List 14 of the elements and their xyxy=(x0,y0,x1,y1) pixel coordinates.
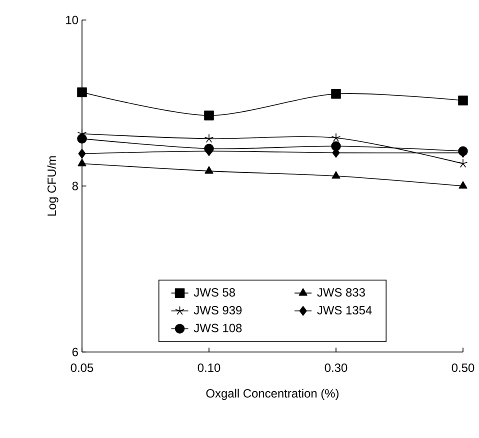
y-tick-label: 6 xyxy=(72,348,78,356)
x-tick-label: 0.05 xyxy=(70,364,94,372)
legend-label: JWS 108 xyxy=(194,324,242,332)
legend-label: JWS 939 xyxy=(194,306,242,314)
legend-label: JWS 833 xyxy=(317,288,365,297)
x-tick-label: 0.30 xyxy=(324,364,348,372)
y-axis-title: Log CFU/m xyxy=(47,156,58,216)
y-tick-label: 10 xyxy=(66,16,78,24)
x-axis-title: Oxgall Concentration (%) xyxy=(206,388,339,400)
x-tick-label: 0.10 xyxy=(198,364,220,372)
legend-label: JWS 1354 xyxy=(317,306,372,314)
x-tick-label: 0.50 xyxy=(452,364,474,372)
y-tick-label: 8 xyxy=(72,182,78,190)
legend-label: JWS 58 xyxy=(194,288,235,297)
